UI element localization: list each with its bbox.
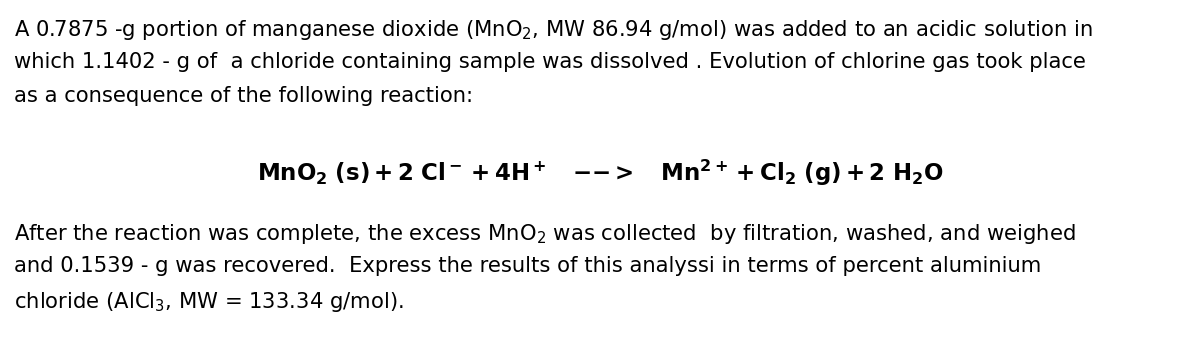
Text: which 1.1402 - g of  a chloride containing sample was dissolved . Evolution of c: which 1.1402 - g of a chloride containin… [14,52,1086,72]
Text: A 0.7875 -g portion of manganese dioxide (MnO$_2$, MW 86.94 g/mol) was added to : A 0.7875 -g portion of manganese dioxide… [14,18,1093,42]
Text: and 0.1539 - g was recovered.  Express the results of this analyssi in terms of : and 0.1539 - g was recovered. Express th… [14,256,1042,276]
Text: chloride (AlCl$_3$, MW = 133.34 g/mol).: chloride (AlCl$_3$, MW = 133.34 g/mol). [14,290,403,314]
Text: After the reaction was complete, the excess MnO$_2$ was collected  by filtration: After the reaction was complete, the exc… [14,222,1075,246]
Text: $\mathbf{MnO_2\ (s) + 2\ Cl^- + 4H^+\ \ \ {-}{-}{>}\ \ \ Mn^{2+} + Cl_2\ (g) + 2: $\mathbf{MnO_2\ (s) + 2\ Cl^- + 4H^+\ \ … [257,158,943,188]
Text: as a consequence of the following reaction:: as a consequence of the following reacti… [14,86,473,106]
